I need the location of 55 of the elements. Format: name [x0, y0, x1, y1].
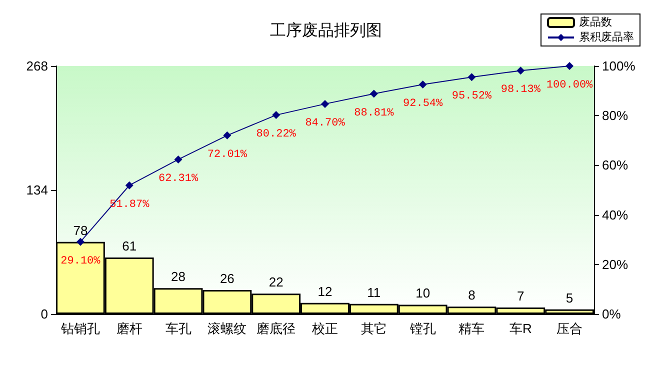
point — [125, 181, 134, 190]
legend-label: 废品数 — [579, 16, 612, 28]
x-tick-label: 其它 — [360, 321, 387, 336]
point — [566, 62, 574, 70]
y-tick-label: 0 — [40, 306, 48, 322]
data-label: 100.00% — [546, 80, 594, 92]
x-tick-label: 磨杆 — [116, 321, 142, 336]
x-tick-label: 磨底径 — [256, 321, 296, 336]
x-tick-label: 精车 — [458, 321, 485, 336]
data-label: 92.54% — [403, 98, 444, 110]
data-label: 8 — [468, 288, 476, 303]
x-tick-label: 车R — [509, 321, 532, 336]
y-tick-label: 268 — [26, 58, 48, 74]
data-label: 95.52% — [452, 90, 492, 103]
data-label: 12 — [318, 284, 332, 299]
data-label: 72.01% — [207, 148, 248, 161]
y2-tick-label: 40% — [602, 207, 628, 222]
data-label: 80.22% — [256, 128, 296, 141]
y2-tick-label: 0% — [602, 306, 622, 322]
point — [174, 155, 182, 164]
data-label: 7 — [517, 288, 524, 304]
data-label: 29.10% — [60, 255, 101, 268]
y2-tick-label: 60% — [602, 158, 628, 173]
x-tick-label: 滚螺纹 — [208, 321, 247, 336]
point — [418, 80, 427, 88]
y2-tick-label: 80% — [602, 108, 628, 124]
data-label: 28 — [171, 269, 186, 284]
x-tick-label: 压合 — [556, 321, 583, 336]
data-label: 5 — [566, 290, 574, 306]
point — [272, 111, 280, 120]
y2-tick-label: 100% — [602, 58, 636, 74]
data-label: 62.31% — [158, 172, 198, 185]
data-label: 61 — [122, 238, 137, 254]
point — [321, 100, 329, 108]
point — [516, 66, 525, 75]
data-label: 10 — [416, 286, 430, 301]
point — [468, 73, 476, 82]
data-label: 78 — [73, 222, 88, 238]
data-label: 26 — [220, 270, 234, 286]
x-tick-label: 车孔 — [165, 321, 192, 336]
x-tick-label: 钻销孔 — [60, 321, 100, 336]
data-label: 11 — [367, 284, 381, 300]
point — [370, 90, 378, 98]
y-tick-label: 134 — [26, 182, 48, 198]
data-label: 98.13% — [500, 84, 541, 96]
chart-title: 工序废品排列图 — [270, 22, 382, 40]
x-tick-label: 校正 — [311, 321, 338, 336]
x-tick-label: 镗孔 — [408, 321, 436, 336]
y2-tick-label: 20% — [602, 256, 628, 272]
point — [76, 238, 84, 246]
data-label: 88.81% — [354, 107, 394, 120]
data-label: 22 — [268, 274, 284, 290]
point — [223, 131, 232, 140]
legend-label: 累积废品率 — [579, 30, 634, 44]
data-label: 84.70% — [305, 117, 346, 130]
